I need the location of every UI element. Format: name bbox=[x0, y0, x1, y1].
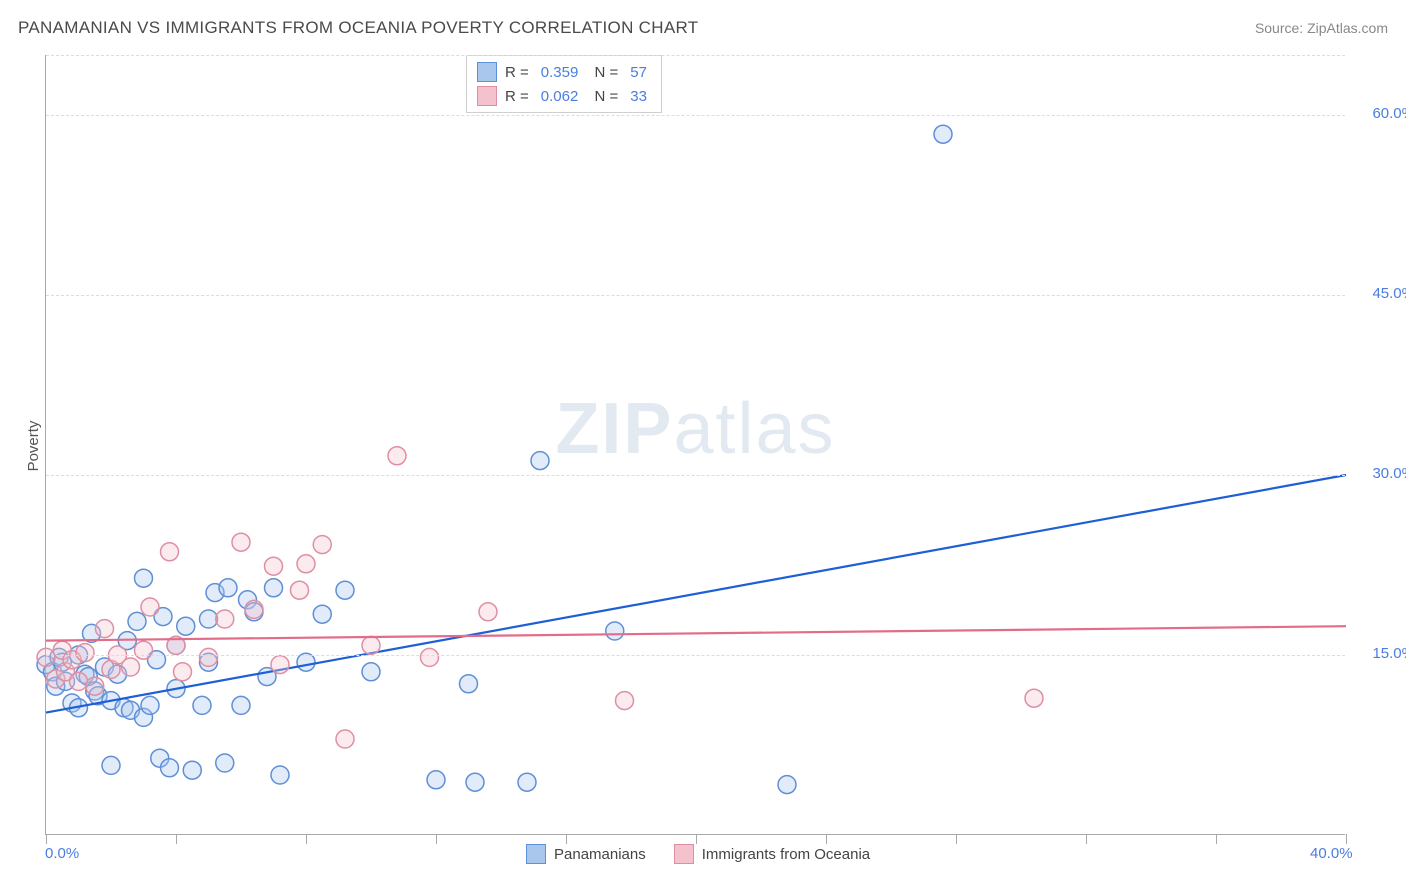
y-tick-label: 60.0% bbox=[1355, 105, 1406, 122]
scatter-point bbox=[245, 600, 263, 618]
scatter-point bbox=[297, 555, 315, 573]
scatter-point bbox=[466, 773, 484, 791]
scatter-point bbox=[102, 756, 120, 774]
scatter-point bbox=[161, 543, 179, 561]
scatter-point bbox=[291, 581, 309, 599]
scatter-point bbox=[122, 658, 140, 676]
scatter-point bbox=[362, 636, 380, 654]
y-tick-label: 30.0% bbox=[1355, 465, 1406, 482]
legend-swatch-series1-icon bbox=[526, 844, 546, 864]
gridline bbox=[46, 295, 1345, 296]
scatter-point bbox=[232, 533, 250, 551]
scatter-point bbox=[174, 663, 192, 681]
scatter-point bbox=[86, 677, 104, 695]
legend-stats-row-1: R =0.359 N =57 bbox=[477, 60, 651, 84]
scatter-point bbox=[216, 610, 234, 628]
x-tick bbox=[956, 834, 957, 844]
scatter-point bbox=[460, 675, 478, 693]
gridline bbox=[46, 655, 1345, 656]
source-label: Source: ZipAtlas.com bbox=[1255, 20, 1388, 36]
scatter-point bbox=[336, 730, 354, 748]
scatter-point bbox=[616, 692, 634, 710]
x-tick bbox=[696, 834, 697, 844]
scatter-point bbox=[161, 759, 179, 777]
chart-svg bbox=[46, 55, 1345, 834]
legend-swatch-series2-icon bbox=[674, 844, 694, 864]
gridline bbox=[46, 475, 1345, 476]
scatter-point bbox=[141, 696, 159, 714]
scatter-point bbox=[193, 696, 211, 714]
legend-series-box: Panamanians Immigrants from Oceania bbox=[526, 844, 870, 864]
legend-stats-row-2: R =0.062 N =33 bbox=[477, 84, 651, 108]
scatter-point bbox=[96, 620, 114, 638]
x-tick bbox=[46, 834, 47, 844]
x-axis-max-label: 40.0% bbox=[1310, 845, 1353, 862]
scatter-point bbox=[271, 766, 289, 784]
scatter-point bbox=[232, 696, 250, 714]
chart-title: PANAMANIAN VS IMMIGRANTS FROM OCEANIA PO… bbox=[18, 18, 698, 38]
x-axis-min-label: 0.0% bbox=[45, 845, 79, 862]
chart-plot-area: ZIPatlas R =0.359 N =57 R =0.062 N =33 P… bbox=[45, 55, 1345, 835]
scatter-point bbox=[518, 773, 536, 791]
x-tick bbox=[1216, 834, 1217, 844]
scatter-point bbox=[200, 648, 218, 666]
scatter-point bbox=[135, 641, 153, 659]
legend-stats-box: R =0.359 N =57 R =0.062 N =33 bbox=[466, 55, 662, 113]
legend-item-series1: Panamanians bbox=[526, 844, 646, 864]
scatter-point bbox=[606, 622, 624, 640]
scatter-point bbox=[388, 447, 406, 465]
y-tick-label: 15.0% bbox=[1355, 645, 1406, 662]
legend-label-series1: Panamanians bbox=[554, 846, 646, 863]
x-tick bbox=[176, 834, 177, 844]
gridline bbox=[46, 115, 1345, 116]
scatter-point bbox=[531, 452, 549, 470]
legend-swatch-series1 bbox=[477, 62, 497, 82]
regression-line bbox=[46, 626, 1346, 640]
scatter-point bbox=[135, 569, 153, 587]
x-tick bbox=[566, 834, 567, 844]
legend-item-series2: Immigrants from Oceania bbox=[674, 844, 870, 864]
scatter-point bbox=[141, 598, 159, 616]
scatter-point bbox=[421, 648, 439, 666]
x-tick bbox=[826, 834, 827, 844]
scatter-point bbox=[200, 610, 218, 628]
scatter-point bbox=[219, 579, 237, 597]
gridline bbox=[46, 55, 1345, 56]
x-tick bbox=[306, 834, 307, 844]
x-tick bbox=[1086, 834, 1087, 844]
scatter-point bbox=[37, 648, 55, 666]
x-tick bbox=[436, 834, 437, 844]
scatter-point bbox=[183, 761, 201, 779]
scatter-point bbox=[479, 603, 497, 621]
scatter-point bbox=[128, 612, 146, 630]
scatter-point bbox=[177, 617, 195, 635]
scatter-point bbox=[362, 663, 380, 681]
scatter-point bbox=[934, 125, 952, 143]
scatter-point bbox=[271, 656, 289, 674]
legend-label-series2: Immigrants from Oceania bbox=[702, 846, 870, 863]
scatter-point bbox=[1025, 689, 1043, 707]
scatter-point bbox=[427, 771, 445, 789]
scatter-point bbox=[778, 776, 796, 794]
scatter-point bbox=[313, 536, 331, 554]
scatter-point bbox=[216, 754, 234, 772]
scatter-point bbox=[336, 581, 354, 599]
scatter-point bbox=[265, 579, 283, 597]
x-tick bbox=[1346, 834, 1347, 844]
scatter-point bbox=[313, 605, 331, 623]
scatter-point bbox=[76, 644, 94, 662]
legend-swatch-series2 bbox=[477, 86, 497, 106]
y-tick-label: 45.0% bbox=[1355, 285, 1406, 302]
scatter-point bbox=[265, 557, 283, 575]
y-axis-label: Poverty bbox=[25, 421, 42, 472]
scatter-point bbox=[70, 672, 88, 690]
